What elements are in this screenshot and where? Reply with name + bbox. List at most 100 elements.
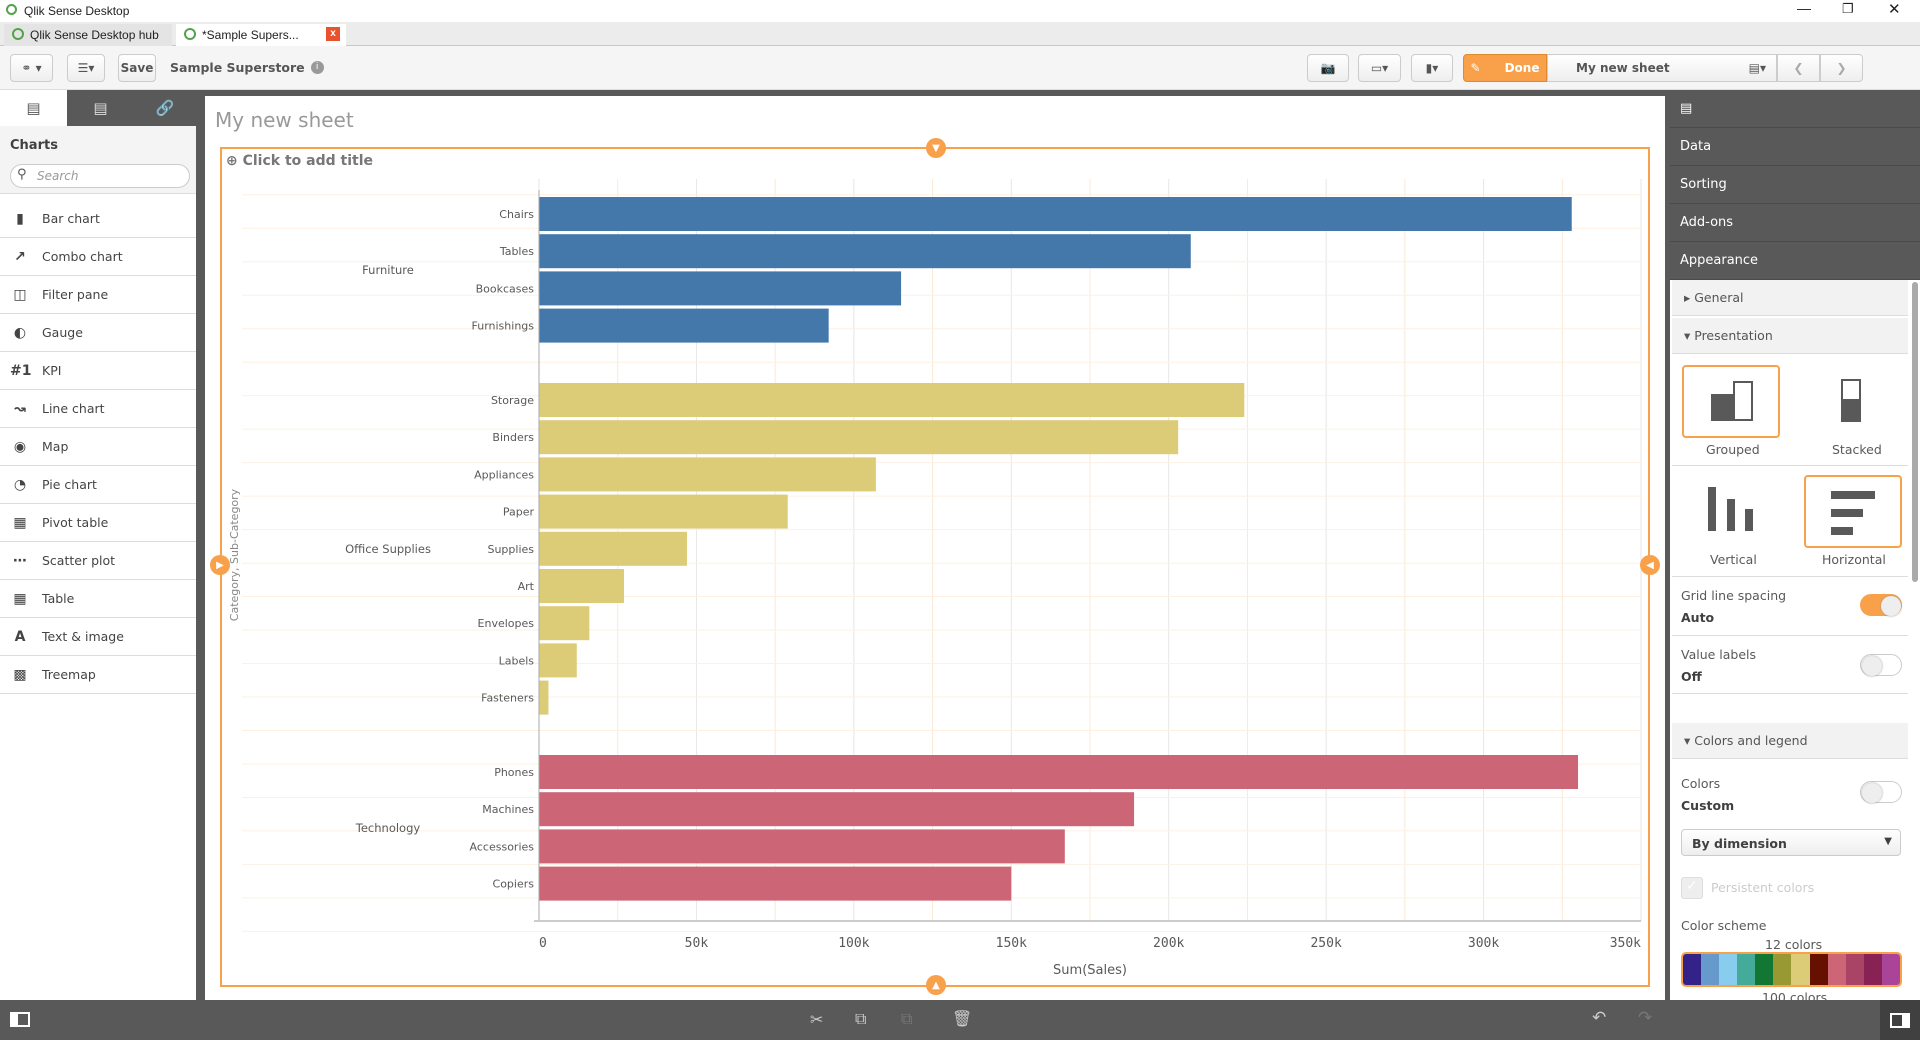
toggle-properties-panel[interactable] — [1880, 1000, 1920, 1040]
colors-legend-header[interactable]: ▾ Colors and legend — [1672, 723, 1908, 759]
chart-type-kpi[interactable]: #1 KPI — [0, 352, 196, 390]
category-label: Phones — [494, 766, 534, 779]
compass-icon: ⚭ ▾ — [21, 61, 42, 75]
section-appearance[interactable]: Appearance — [1670, 242, 1920, 280]
chart-type-table[interactable]: ▦ Table — [0, 580, 196, 618]
scheme-swatch — [1719, 954, 1738, 985]
vertical-option[interactable] — [1682, 475, 1780, 548]
global-menu-button[interactable]: ☰▾ — [67, 54, 105, 82]
general-header[interactable]: ▸ General — [1672, 280, 1908, 316]
story-button[interactable]: ▭▾ — [1358, 54, 1401, 82]
search-placeholder: Search — [37, 169, 79, 183]
chart-type-bar-chart[interactable]: ▮ Bar chart — [0, 200, 196, 238]
colors-toggle[interactable] — [1860, 781, 1902, 803]
chart-type-label: Filter pane — [42, 287, 109, 302]
camera-icon: 📷 — [1320, 61, 1336, 75]
tab-hub[interactable]: Qlik Sense Desktop hub — [4, 24, 172, 46]
stacked-option[interactable] — [1802, 365, 1900, 438]
chart-type-pivot-table[interactable]: ▦ Pivot table — [0, 504, 196, 542]
bar — [539, 829, 1065, 864]
section-data[interactable]: Data — [1670, 128, 1920, 166]
persistent-colors-checkbox[interactable]: ✓ — [1681, 877, 1703, 899]
resize-handle-top[interactable]: ▼ — [926, 138, 946, 158]
grouped-option[interactable] — [1682, 365, 1780, 438]
resize-handle-bottom[interactable]: ▲ — [926, 975, 946, 995]
bar — [539, 792, 1135, 827]
tab-sample-superstore[interactable]: *Sample Supers... x — [176, 24, 346, 46]
qlik-logo-icon — [6, 4, 17, 15]
resize-handle-right[interactable]: ◀ — [1640, 555, 1660, 575]
section-sorting[interactable]: Sorting — [1670, 166, 1920, 204]
category-label: Fasteners — [481, 692, 534, 705]
info-icon[interactable]: i — [310, 61, 324, 74]
minimize-icon[interactable]: — — [1797, 0, 1811, 16]
chart-type-treemap[interactable]: ▩ Treemap — [0, 656, 196, 694]
sheet-selector[interactable]: My new sheet ▤▾ — [1547, 54, 1777, 82]
scheme-swatch — [1737, 954, 1756, 985]
snapshot-button[interactable]: 📷 — [1307, 54, 1349, 82]
color-mode-dropdown[interactable]: By dimension ▼ — [1681, 829, 1901, 856]
toolbar: ⚭ ▾ ☰▾ Save Sample Superstore i 📷 ▭▾ ▮▾ … — [0, 46, 1920, 90]
color-scheme-label: Color scheme — [1681, 918, 1767, 933]
chart-type-map[interactable]: ◉ Map — [0, 428, 196, 466]
grid-spacing-toggle[interactable] — [1860, 594, 1902, 616]
horizontal-option[interactable] — [1804, 475, 1902, 548]
section-title: Charts — [10, 138, 58, 153]
bar — [539, 308, 829, 343]
bar — [539, 234, 1191, 269]
chart-type-label: Text & image — [42, 629, 124, 644]
chart-type-line-chart[interactable]: ↝ Line chart — [0, 390, 196, 428]
scheme-swatch — [1773, 954, 1792, 985]
restore-icon[interactable]: ❐ — [1842, 1, 1854, 16]
category-label: Bookcases — [476, 282, 535, 295]
tab-master-items[interactable]: ▤ — [67, 90, 134, 126]
presentation-header[interactable]: ▾ Presentation — [1672, 318, 1908, 354]
save-button[interactable]: Save — [118, 54, 156, 82]
section-add-ons[interactable]: Add-ons — [1670, 204, 1920, 242]
bar-chart-object[interactable]: ⊕ Click to add title Chairs Tables Bookcas… — [210, 138, 1660, 995]
value-labels-toggle[interactable] — [1860, 654, 1902, 676]
bookmarks-button[interactable]: ▮▾ — [1411, 54, 1453, 82]
bar — [539, 643, 577, 678]
resize-handle-left[interactable]: ▶ — [210, 555, 230, 575]
copy-icon[interactable]: ⧉ — [855, 1009, 867, 1028]
close-window-icon[interactable]: ✕ — [1888, 1, 1901, 18]
tab-charts[interactable]: ▤ — [0, 90, 67, 126]
bar — [539, 197, 1572, 231]
undo-icon[interactable]: ↶ — [1592, 1008, 1607, 1028]
chart-type-scatter-plot[interactable]: ⋯ Scatter plot — [0, 542, 196, 580]
x-tick-label: 100k — [838, 936, 869, 951]
scrollbar[interactable] — [1912, 282, 1918, 582]
chart-type-filter-pane[interactable]: ◫ Filter pane — [0, 276, 196, 314]
scheme-swatch — [1683, 954, 1702, 985]
scheme-swatch — [1881, 954, 1900, 985]
sheet-title[interactable]: My new sheet — [215, 108, 354, 132]
paste-icon: ⧉ — [901, 1009, 913, 1028]
list-icon: ▤ — [93, 99, 108, 117]
add-title-button[interactable]: ⊕ Click to add title — [226, 153, 373, 169]
close-tab-icon[interactable]: x — [326, 27, 340, 41]
toggle-assets-panel-icon[interactable] — [10, 1012, 30, 1027]
cut-icon[interactable]: ✂ — [810, 1010, 824, 1029]
chart-type-text-image[interactable]: A Text & image — [0, 618, 196, 656]
scheme-swatch — [1701, 954, 1720, 985]
done-button[interactable]: ✎ Done — [1463, 54, 1547, 82]
chart-type-label: Bar chart — [42, 211, 100, 226]
navigation-menu-button[interactable]: ⚭ ▾ — [10, 54, 53, 82]
scatter-plot-icon: ⋯ — [13, 552, 27, 569]
category-label: Storage — [491, 394, 534, 407]
next-sheet-button[interactable]: ❯ — [1820, 54, 1863, 82]
tab-fields[interactable]: 🔗 — [134, 90, 196, 126]
color-scheme-12[interactable] — [1681, 952, 1902, 987]
chart-type-pie-chart[interactable]: ◔ Pie chart — [0, 466, 196, 504]
x-axis-title: Sum(Sales) — [1053, 963, 1127, 978]
search-input[interactable]: ⚲ Search — [10, 164, 190, 188]
delete-icon[interactable]: 🗑 — [952, 1009, 973, 1028]
chart-type-gauge[interactable]: ◐ Gauge — [0, 314, 196, 352]
scheme-swatch — [1809, 954, 1828, 985]
vertical-label: Vertical — [1710, 552, 1757, 567]
chevron-right-icon: ❯ — [1836, 61, 1847, 75]
chart-type-combo-chart[interactable]: ↗ Combo chart — [0, 238, 196, 276]
category-label: Binders — [492, 431, 534, 444]
previous-sheet-button[interactable]: ❮ — [1777, 54, 1820, 82]
